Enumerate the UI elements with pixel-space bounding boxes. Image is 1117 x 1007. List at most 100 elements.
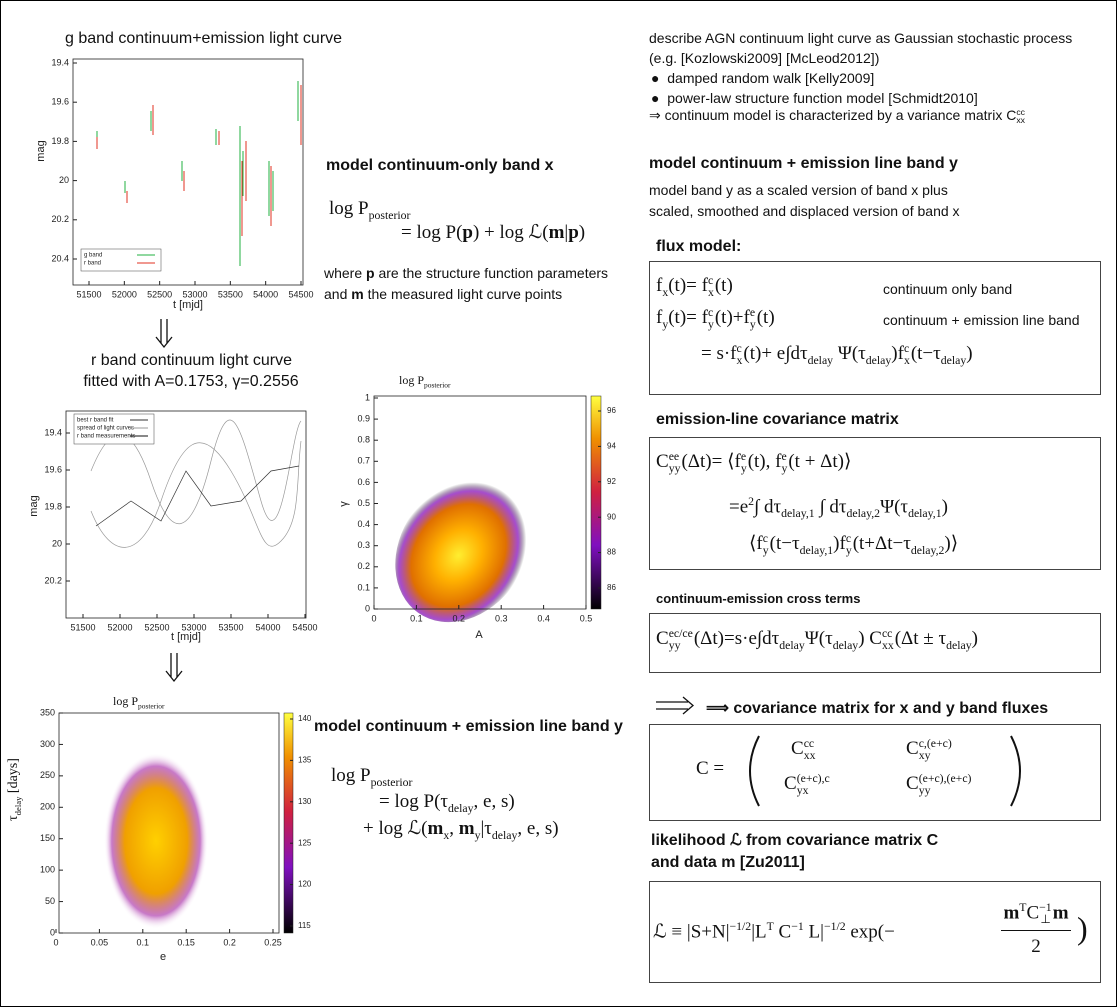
- text-run: c: [903, 342, 910, 355]
- formula: log Pposterior: [331, 765, 412, 790]
- text-run: (τ: [434, 791, 449, 812]
- y-tick-label: 150: [40, 833, 55, 843]
- text-run: e: [781, 449, 787, 463]
- text-run: p: [366, 265, 375, 281]
- section-heading: likelihood ℒ from covariance matrix C: [651, 830, 938, 850]
- text-run: delay: [946, 638, 972, 652]
- x-tick-label: 0: [53, 937, 58, 947]
- y-tick-label: 20: [59, 175, 69, 185]
- text-run: y: [749, 317, 756, 331]
- text-run: )⟩: [944, 533, 959, 554]
- x-tick-label: 53000: [181, 622, 206, 632]
- section-heading: emission-line covariance matrix: [656, 411, 899, 428]
- text-run: C: [906, 738, 919, 760]
- text-run: and: [324, 286, 352, 302]
- text-run: ,: [449, 818, 459, 839]
- text-run: y: [845, 543, 852, 557]
- section-heading: and data m [Zu2011]: [651, 854, 805, 872]
- text: and m the measured light curve points: [324, 286, 562, 302]
- note: continuum + emission line band: [883, 312, 1080, 328]
- formula: fx(t)= f c x (t): [656, 275, 733, 300]
- colorbar-tick-label: 96: [607, 406, 616, 415]
- text-run: log: [113, 694, 132, 708]
- text-run: yy: [668, 638, 681, 652]
- colorbar-tick-label: 92: [607, 477, 616, 486]
- text-run: m: [458, 818, 475, 839]
- x-tick-label: 0.15: [177, 937, 195, 947]
- plot-title: log Pposterior: [399, 373, 450, 389]
- legend-label: g band: [84, 253, 102, 259]
- text-run: (e+c),(e+c): [918, 772, 972, 785]
- text-run: ): [971, 628, 978, 650]
- text-run: c: [736, 342, 742, 355]
- text-run: )f: [833, 533, 846, 554]
- section-heading: model continuum + emission line band y: [649, 155, 958, 172]
- posterior-cloud: [104, 753, 208, 929]
- x-tick-label: 0.4: [537, 613, 550, 623]
- x-tick-label: 0.3: [495, 613, 508, 623]
- text-run: ℒ: [730, 832, 742, 849]
- text-run: yy: [668, 461, 681, 475]
- x-axis-label: t [mjd]: [171, 631, 201, 643]
- text-run: delay: [448, 801, 474, 815]
- text-run: (t)= f: [668, 307, 708, 329]
- x-tick-label: 51500: [70, 622, 95, 632]
- y-tick-label: 19.4: [51, 57, 69, 67]
- text: model band y as a scaled version of band…: [649, 182, 948, 198]
- colorbar-tick-label: 140: [298, 714, 312, 723]
- text-run: xx: [881, 638, 894, 652]
- text-run: f: [656, 275, 663, 297]
- text-run: P: [445, 222, 457, 243]
- text-run: , e, s): [517, 818, 559, 839]
- text-run: C: [773, 921, 792, 943]
- colorbar: [590, 395, 602, 610]
- text-run: ) C: [858, 628, 882, 650]
- colorbar-tick-label: 86: [607, 583, 616, 592]
- formula: ): [1077, 910, 1088, 946]
- y-tick-label: 19.8: [44, 501, 62, 511]
- text-run: m: [721, 854, 736, 871]
- text-run: m: [1052, 902, 1069, 924]
- text-run: delay: [832, 638, 859, 652]
- text-run: P: [358, 198, 369, 219]
- sub-sup: (e+c),(e+c) yy: [919, 773, 972, 797]
- text-run: C: [656, 628, 669, 650]
- posterior-cloud: [395, 475, 531, 623]
- text-run: (e+c),c: [796, 772, 830, 785]
- bullet-text: damped random walk [Kelly2009]: [667, 70, 875, 86]
- colorbar-tick-label: 115: [298, 921, 311, 930]
- colorbar-tick-label: 120: [298, 880, 312, 889]
- text-run: c: [845, 531, 852, 545]
- text: ⇒ continuum model is characterized by a …: [649, 107, 1026, 125]
- section-heading: continuum-emission cross terms: [656, 591, 861, 606]
- x-tick-label: 54500: [292, 622, 317, 632]
- y-tick-label: 19.4: [44, 427, 62, 437]
- y-tick-label: 0.5: [357, 498, 370, 508]
- y-tick-label: 0: [50, 927, 55, 937]
- plot-title: r band continuum light curve: [91, 352, 292, 369]
- text-run: xy: [918, 748, 931, 762]
- text-run: Ψ(τ: [833, 343, 866, 365]
- section-heading: flux model:: [656, 238, 742, 255]
- plot-frame: [373, 395, 587, 610]
- y-tick-label: 250: [40, 770, 55, 780]
- y-axis-label: τdelay [days]: [6, 758, 23, 821]
- text-run: x: [903, 353, 910, 367]
- text-run: and data: [651, 854, 722, 871]
- text-run: C: [926, 832, 939, 849]
- text-run: posterior: [138, 701, 165, 711]
- text-run: delay: [491, 828, 518, 842]
- text-run: x: [443, 828, 450, 842]
- y-axis-label: γ: [338, 501, 350, 507]
- text-run: c: [707, 274, 714, 287]
- x-tick-label: 0.25: [264, 937, 282, 947]
- legend-label: r band: [84, 261, 101, 267]
- text-run: −1/2: [823, 920, 846, 933]
- y-tick-label: 0.4: [357, 519, 370, 529]
- text-run: f: [656, 307, 663, 329]
